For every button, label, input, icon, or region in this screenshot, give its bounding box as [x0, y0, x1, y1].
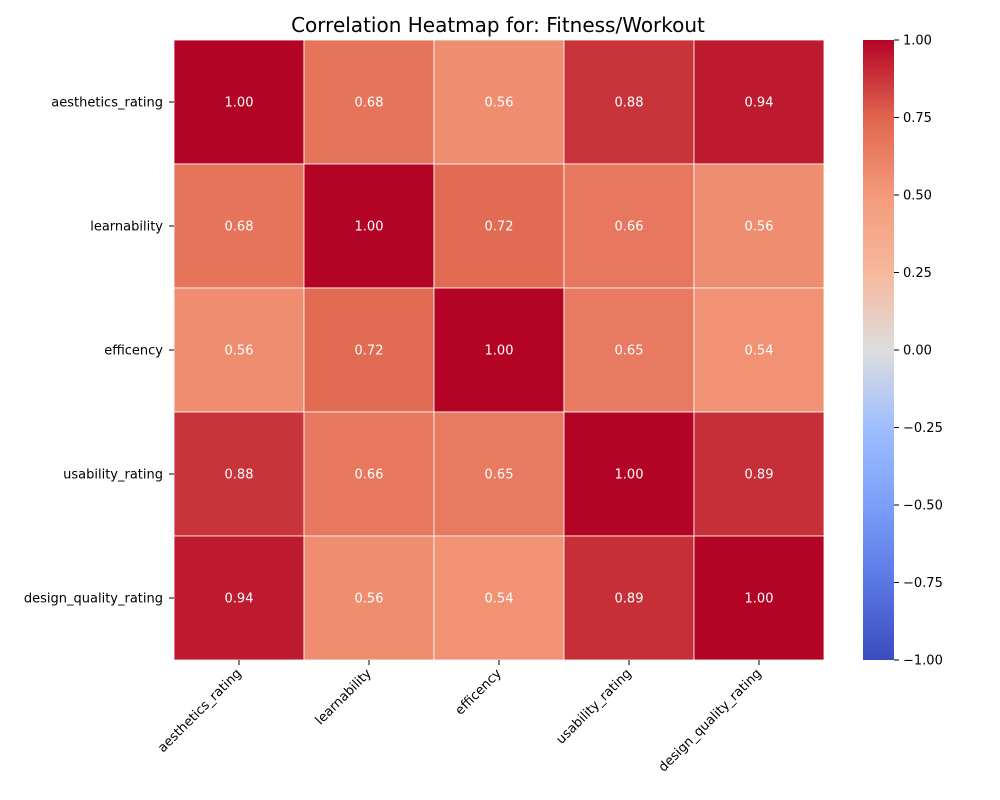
heatmap-cell — [433, 535, 565, 661]
cell-value-label: 1.00 — [615, 468, 644, 483]
cell-value-label: 0.68 — [355, 96, 384, 111]
colorbar-gradient — [863, 40, 894, 660]
cell-value-label: 0.68 — [225, 220, 254, 235]
cell-value-label: 0.89 — [745, 468, 774, 483]
cell-value-label: 0.56 — [355, 592, 384, 607]
heatmap-cells — [173, 39, 825, 661]
cell-value-label: 0.56 — [225, 344, 254, 359]
cell-value-label: 0.56 — [485, 96, 514, 111]
colorbar-tick-label: −1.00 — [903, 654, 943, 669]
heatmap-cell — [173, 535, 305, 661]
cell-value-label: 0.65 — [615, 344, 644, 359]
cell-value-label: 1.00 — [225, 96, 254, 111]
heatmap-cell — [303, 39, 435, 165]
cell-value-label: 1.00 — [745, 592, 774, 607]
cell-value-label: 0.54 — [485, 592, 514, 607]
heatmap-cell — [433, 39, 565, 165]
column-label: learnability — [313, 666, 375, 728]
column-label: design_quality_rating — [656, 666, 765, 775]
heatmap-cell — [563, 39, 695, 165]
colorbar-tick-label: −0.75 — [903, 576, 943, 591]
heatmap-cell — [563, 287, 695, 413]
heatmap-cell — [433, 163, 565, 289]
column-label: efficency — [453, 666, 505, 718]
colorbar-tick-label: −0.25 — [903, 421, 943, 436]
colorbar-tick-label: 0.25 — [903, 266, 932, 281]
colorbar: 1.00 0.75 0.50 0.25 0.00 −0.25 −0.50 −0.75 −1.00 — [863, 34, 943, 669]
column-tick-labels: aesthetics_rating learnability efficency us… — [155, 660, 765, 775]
row-tick-labels: aesthetics_rating learnability efficency us… — [24, 96, 174, 607]
colorbar-tick-label: −0.50 — [903, 499, 943, 514]
heatmap-cell — [433, 287, 565, 413]
cell-value-label: 0.88 — [225, 468, 254, 483]
cell-value-label: 0.72 — [485, 220, 514, 235]
heatmap-cell — [173, 39, 305, 165]
cell-value-label: 1.00 — [355, 220, 384, 235]
heatmap-cell — [303, 411, 435, 537]
heatmap-cell — [693, 287, 825, 413]
heatmap-cell — [693, 535, 825, 661]
chart-title: Correlation Heatmap for: Fitness/Workout — [291, 13, 705, 37]
heatmap-cell — [433, 411, 565, 537]
cell-value-label: 0.65 — [485, 468, 514, 483]
row-label: efficency — [104, 344, 163, 359]
colorbar-tick-label: 0.00 — [903, 344, 932, 359]
cell-value-label: 0.56 — [745, 220, 774, 235]
heatmap-cell — [563, 411, 695, 537]
column-label: aesthetics_rating — [155, 666, 245, 756]
heatmap-cell — [303, 287, 435, 413]
cell-value-label: 0.66 — [615, 220, 644, 235]
row-label: learnability — [90, 220, 163, 235]
heatmap-cell — [303, 535, 435, 661]
colorbar-tick-label: 0.50 — [903, 189, 932, 204]
colorbar-tick-label: 1.00 — [903, 34, 932, 49]
cell-value-label: 0.54 — [745, 344, 774, 359]
heatmap-cell-labels: 1.00 0.68 0.56 0.88 0.94 0.68 1.00 0.72 0.66 0.56… — [225, 96, 774, 607]
cell-value-label: 0.94 — [225, 592, 254, 607]
cell-value-label: 0.88 — [615, 96, 644, 111]
cell-value-label: 0.89 — [615, 592, 644, 607]
heatmap-cell — [173, 163, 305, 289]
column-label: usability_rating — [554, 666, 635, 747]
colorbar-tick-label: 0.75 — [903, 111, 932, 126]
row-label: aesthetics_rating — [51, 96, 163, 111]
heatmap-cell — [693, 39, 825, 165]
heatmap-cell — [693, 163, 825, 289]
cell-value-label: 0.72 — [355, 344, 384, 359]
heatmap-cell — [303, 163, 435, 289]
row-label: usability_rating — [63, 468, 163, 483]
cell-value-label: 1.00 — [485, 344, 514, 359]
colorbar-ticks: 1.00 0.75 0.50 0.25 0.00 −0.25 −0.50 −0.75 −1.00 — [894, 34, 943, 669]
cell-value-label: 0.94 — [745, 96, 774, 111]
heatmap-cell — [693, 411, 825, 537]
row-label: design_quality_rating — [24, 592, 163, 607]
cell-value-label: 0.66 — [355, 468, 384, 483]
